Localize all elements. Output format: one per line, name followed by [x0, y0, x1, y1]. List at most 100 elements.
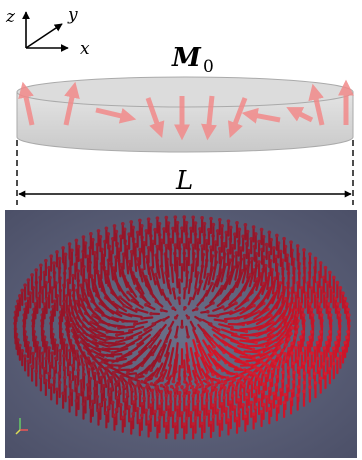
spin-head [63, 376, 67, 380]
spin-head [308, 252, 312, 256]
spin-head [182, 394, 186, 398]
spin-head [71, 364, 75, 368]
spin-head [229, 226, 233, 230]
spin-head [324, 372, 328, 376]
spin-head [281, 379, 285, 383]
spin-head [136, 383, 140, 387]
spin-head [336, 336, 340, 340]
spin-head [235, 221, 239, 225]
spin-head [326, 357, 330, 361]
spin-head [80, 379, 84, 383]
spin-head [108, 393, 112, 397]
spin-head [212, 223, 216, 227]
spin-head [75, 239, 79, 243]
spin-head [165, 216, 169, 220]
spin-head [290, 342, 294, 346]
spin-head [214, 397, 218, 401]
spin-head [76, 359, 80, 363]
spin-head [97, 229, 101, 233]
spin-head [292, 371, 296, 375]
spin-head [265, 243, 269, 247]
spin-head [245, 330, 249, 334]
spin-head [180, 411, 184, 415]
spin-head [210, 282, 214, 286]
spin-head [218, 218, 222, 222]
spin-head [133, 322, 137, 326]
spin-head [345, 335, 349, 339]
spin-head [325, 341, 329, 345]
spin-head [49, 254, 53, 258]
spin-head [284, 343, 288, 347]
spin-head [286, 356, 290, 360]
magnetization-symbol: M [171, 43, 202, 73]
spin-head [194, 416, 198, 420]
spin-head [201, 387, 205, 391]
spin-head [296, 244, 300, 248]
spin-head [20, 349, 24, 353]
spin-head [160, 384, 164, 388]
spin-head [65, 343, 69, 347]
spin-head [279, 357, 283, 361]
spin-head [220, 414, 224, 418]
spin-head [284, 393, 288, 397]
spin-head [64, 385, 68, 389]
spin-head [209, 421, 213, 425]
spin-head [58, 381, 62, 385]
spin-head [52, 261, 56, 265]
spin-head [242, 384, 246, 388]
spin-head [44, 379, 48, 383]
spin-head [327, 335, 331, 339]
spin-head [61, 392, 65, 396]
spin-head [264, 374, 268, 378]
spin-head [209, 392, 213, 396]
spin-head [322, 362, 326, 366]
spin-head [185, 417, 189, 421]
spin-head [156, 216, 160, 220]
spin-head [314, 381, 318, 385]
spin-head [99, 403, 103, 407]
spin-head [235, 417, 239, 421]
spin-head [50, 351, 54, 355]
spin-head [187, 400, 191, 404]
spin-head [74, 375, 78, 379]
spin-head [241, 375, 245, 379]
spin-head [138, 219, 142, 223]
spin-head [212, 345, 216, 349]
spin-head [211, 386, 215, 390]
spin-head [156, 393, 160, 397]
spin-head [186, 384, 190, 388]
spin-head [281, 361, 285, 365]
spin-head [75, 384, 79, 388]
spin-head [336, 281, 340, 285]
spin-head [311, 313, 315, 317]
spin-head [337, 330, 341, 334]
spin-head [105, 226, 109, 230]
spin-head [290, 326, 294, 330]
spin-head [328, 367, 332, 371]
spin-head [190, 385, 194, 389]
spin-head [254, 341, 258, 345]
spin-head [96, 368, 100, 372]
spin-head [164, 394, 168, 398]
spin-head [274, 383, 278, 387]
spin-head [27, 359, 31, 363]
spin-head [306, 341, 310, 345]
spin-head [186, 335, 190, 339]
spin-head [314, 257, 318, 261]
spin-head [257, 240, 261, 244]
spin-head [303, 346, 307, 350]
spin-head [200, 376, 204, 380]
spin-head [217, 358, 221, 362]
spin-head [149, 312, 153, 316]
spin-head [160, 308, 164, 312]
spin-head [209, 217, 213, 221]
spin-head [167, 405, 171, 409]
spin-head [242, 254, 246, 258]
length-label: L [175, 166, 193, 196]
spin-head [269, 400, 273, 404]
spin-head [247, 389, 251, 393]
spin-head [122, 385, 126, 389]
spin-head [276, 365, 280, 369]
spin-head [301, 308, 305, 312]
spin-head [30, 364, 34, 368]
